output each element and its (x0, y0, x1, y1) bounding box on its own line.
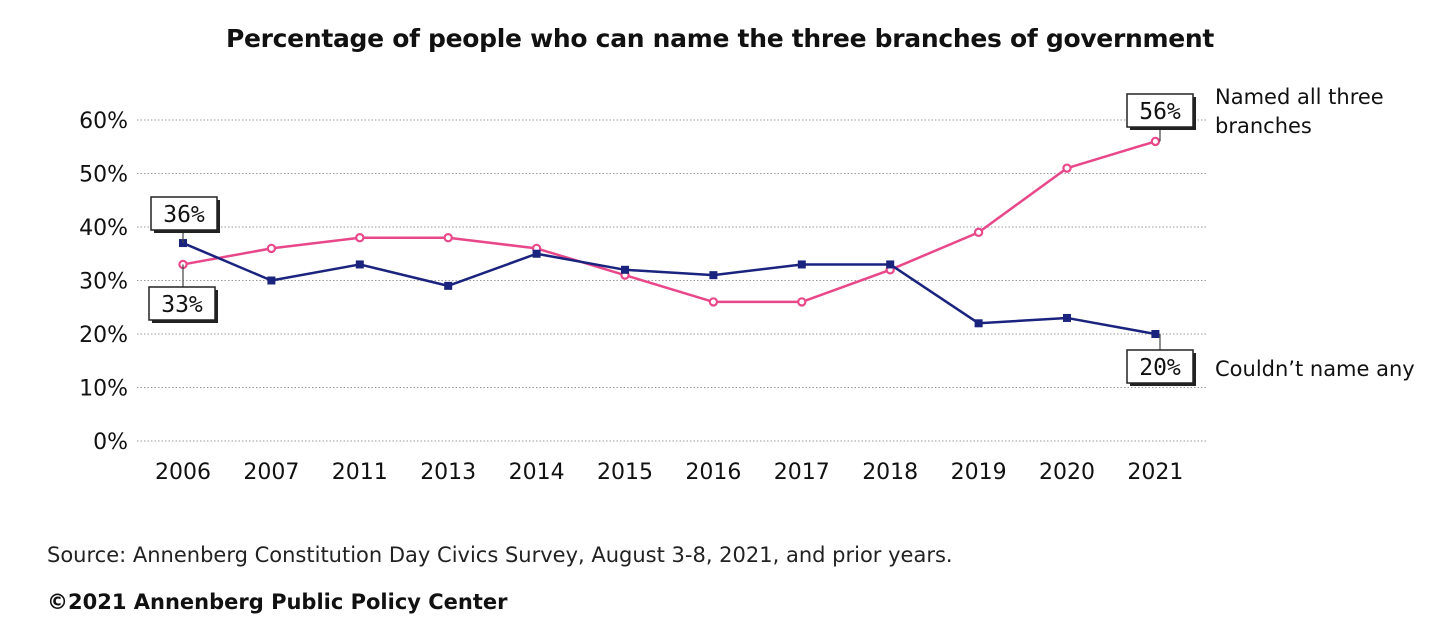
y-tick-label: 0% (93, 430, 128, 455)
data-point (886, 260, 895, 269)
x-tick-label: 2011 (332, 460, 388, 485)
series-line-0 (182, 140, 1156, 304)
series-label: Couldn’t name any (1215, 357, 1415, 381)
data-point (266, 243, 277, 254)
callout-box (148, 286, 216, 321)
callout-box (1126, 349, 1194, 384)
data-point (1063, 313, 1071, 322)
series-line-1 (182, 241, 1156, 336)
data-point (973, 227, 984, 238)
data-point (444, 281, 453, 290)
data-point (974, 319, 983, 328)
data-point (621, 265, 629, 274)
callout-label: 56% (1139, 99, 1181, 125)
series-label: branches (1215, 114, 1312, 138)
x-tick-label: 2007 (243, 460, 299, 485)
y-tick-label: 30% (79, 270, 128, 295)
x-tick-label: 2018 (862, 460, 918, 485)
series-group (178, 136, 1161, 338)
data-point (443, 232, 453, 243)
x-axis: 2006 2007 2011 2013 2014 2015 2016 2017 2018 2019… (155, 460, 1183, 485)
data-point (355, 260, 364, 269)
callout-label: 20% (1139, 355, 1181, 381)
x-tick-label: 2006 (155, 460, 211, 485)
data-point (267, 276, 276, 285)
y-axis: 0% 10% 20% 30% 40% 50% 60% (79, 109, 128, 455)
x-tick-label: 2013 (420, 460, 476, 485)
x-tick-label: 2014 (509, 460, 565, 485)
x-tick-label: 2015 (597, 460, 653, 485)
callout-label: 33% (161, 292, 203, 318)
x-tick-label: 2016 (685, 460, 741, 485)
data-point (709, 271, 718, 280)
series-labels: Named all three branches Couldn’t name any (1215, 85, 1415, 381)
callout-label: 36% (163, 202, 205, 228)
y-tick-label: 10% (79, 377, 128, 402)
x-tick-label: 2021 (1127, 460, 1183, 485)
x-tick-label: 2020 (1039, 460, 1095, 485)
data-point (797, 297, 807, 307)
gridlines (137, 119, 1207, 442)
y-tick-label: 60% (79, 109, 128, 134)
y-tick-label: 50% (79, 163, 128, 188)
data-point (1150, 136, 1161, 147)
callouts-group: 36% 33% 56% 20% (148, 93, 1196, 386)
chart-title: Percentage of people who can name the th… (225, 24, 1215, 53)
y-tick-label: 20% (79, 323, 128, 348)
x-tick-label: 2017 (774, 460, 830, 485)
line-chart: 0% 10% 20% 30% 40% 50% 60% 2006 2007 2011 2013 201… (79, 85, 1415, 485)
y-tick-label: 40% (79, 216, 128, 241)
data-point (355, 232, 365, 243)
copyright-note: ©2021 Annenberg Public Policy Center (47, 590, 508, 614)
source-note: Source: Annenberg Constitution Day Civic… (47, 543, 953, 567)
callout-box (150, 196, 218, 231)
x-tick-label: 2019 (951, 460, 1007, 485)
data-point (532, 249, 541, 258)
data-point (708, 297, 719, 307)
callout-box (1126, 93, 1194, 128)
data-point (1062, 163, 1072, 173)
data-point (797, 260, 806, 269)
series-label: Named all three (1215, 85, 1384, 109)
data-point (1151, 330, 1160, 338)
